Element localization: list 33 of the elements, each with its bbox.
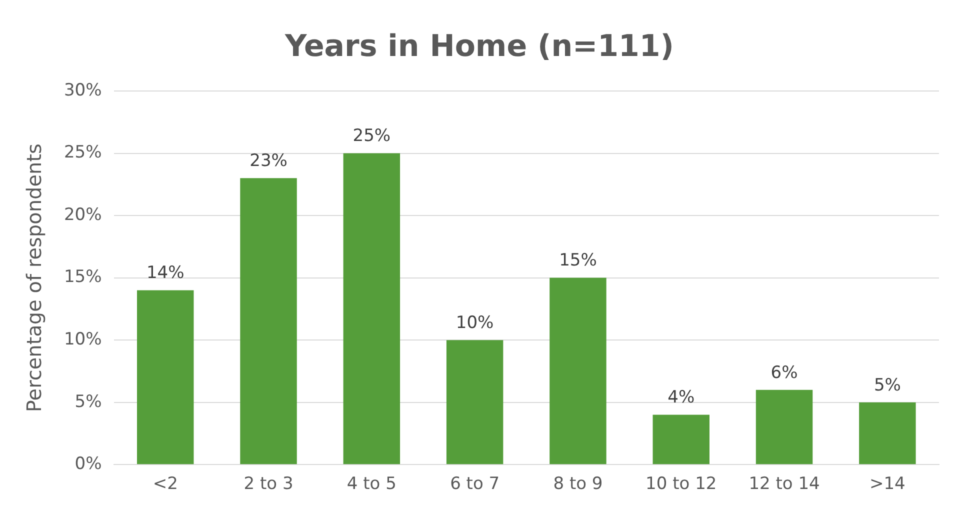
y-tick-label: 20% [64,204,102,225]
bar [136,290,194,464]
bar [550,278,606,464]
y-axis-title: Percentage of respondents [22,144,46,412]
y-tick-label: 5% [74,392,102,412]
data-label: 4% [668,388,695,408]
y-tick-label: 15% [64,267,102,288]
x-tick-label: 10 to 12 [646,474,717,494]
y-tick-label: 10% [64,329,102,350]
data-label: 10% [456,312,494,333]
bar [859,402,916,464]
y-tick-label: 25% [64,142,102,163]
data-label: 15% [559,250,597,271]
x-tick-label: 2 to 3 [244,474,294,494]
chart-title: Years in Home (n=111) [284,28,674,64]
x-tick-label: 4 to 5 [346,474,396,494]
data-label: 23% [250,151,288,172]
bar [343,153,400,464]
bar [652,414,710,464]
data-label: 14% [146,263,184,284]
bar [756,390,813,464]
bar [240,178,297,464]
data-label: 6% [770,362,798,383]
y-tick-label: 0% [74,454,102,474]
x-tick-label: <2 [152,474,178,494]
data-label: 5% [874,375,901,396]
x-tick-label: 6 to 7 [450,474,500,494]
x-tick-label: >14 [869,474,906,494]
data-label: 25% [352,126,391,146]
y-tick-label: 30% [64,80,102,100]
x-tick-label: 12 to 14 [748,474,820,494]
x-tick-label: 8 to 9 [553,474,603,494]
bar [446,340,504,464]
